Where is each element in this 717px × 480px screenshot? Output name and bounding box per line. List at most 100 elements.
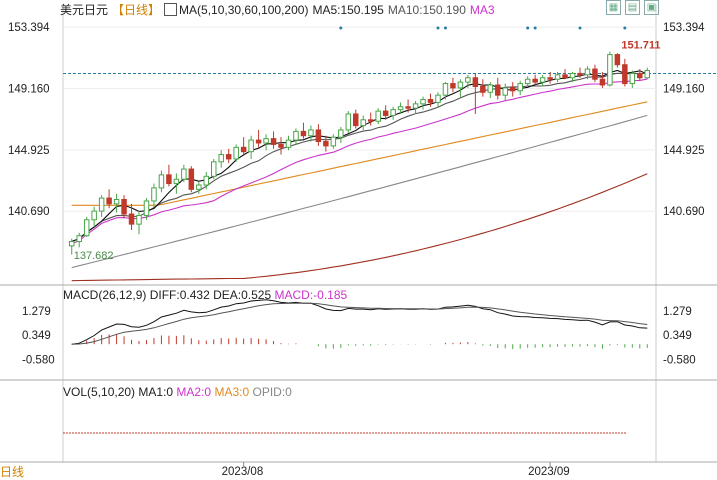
- macd-panel: [71, 299, 648, 350]
- candle-body: [472, 77, 479, 87]
- candle-body: [270, 138, 277, 145]
- toolbar-icons: ▦ ▤ ▣: [606, 0, 659, 15]
- macd-tick-left: -0.580: [22, 354, 55, 366]
- candle-body: [188, 168, 195, 190]
- candle-body: [457, 81, 464, 89]
- candle-body: [91, 210, 97, 221]
- candle-body: [420, 99, 426, 105]
- candle-body: [502, 87, 508, 96]
- ma200-line: [71, 173, 648, 282]
- macd-tick-right: 1.279: [663, 306, 692, 318]
- ma100-line: [71, 114, 648, 269]
- candle-body: [151, 187, 157, 202]
- macd-diff: DIFF:0.432: [149, 288, 210, 302]
- candle-body: [532, 78, 538, 83]
- macd-tick-right: 0.349: [663, 330, 692, 342]
- candle-body: [375, 110, 381, 122]
- macd-dea-line: [71, 302, 648, 345]
- macd-legend: MACD(26,12,9) DIFF:0.432 DEA:0.525 MACD:…: [63, 288, 347, 302]
- candle-body: [607, 54, 613, 86]
- expand-icon[interactable]: ▣: [644, 0, 659, 15]
- candle-body: [218, 154, 224, 163]
- event-marker: [436, 26, 440, 30]
- price-tick-left: 144.925: [8, 145, 50, 157]
- period-button[interactable]: 日线: [0, 465, 25, 479]
- macd-value: MACD:-0.185: [274, 288, 348, 302]
- candle-body: [143, 200, 150, 216]
- candle-body: [136, 214, 142, 225]
- candle-body: [405, 106, 411, 109]
- candle-body: [517, 83, 523, 92]
- ma3-label: MA3: [469, 2, 495, 17]
- ma60-line: [71, 101, 648, 206]
- candle-body: [330, 136, 337, 147]
- candle-body: [293, 130, 299, 141]
- candle-body: [113, 198, 120, 205]
- period-label[interactable]: 【日线】: [112, 3, 161, 17]
- axes: 153.394 153.394 149.160 149.160 144.925 144.9…: [8, 22, 705, 478]
- candle-body: [614, 54, 621, 66]
- price-tick-right: 153.394: [663, 22, 705, 34]
- candle-body: [427, 99, 434, 103]
- candle-body: [308, 129, 314, 137]
- event-marker: [339, 26, 343, 30]
- candle-body: [495, 84, 501, 96]
- event-marker: [623, 26, 627, 30]
- event-marker: [526, 26, 530, 30]
- candle-body: [225, 154, 232, 160]
- candle-body: [98, 197, 105, 212]
- symbol-label: 美元日元: [60, 3, 109, 17]
- price-panel: 151.711 137.682: [63, 26, 717, 282]
- ma5-line: [71, 69, 648, 243]
- event-marker: [578, 26, 582, 30]
- layout-icon[interactable]: ▤: [625, 0, 640, 15]
- candle-body: [584, 68, 591, 76]
- candle-body: [435, 94, 441, 103]
- candle-body: [569, 72, 576, 79]
- candle-body: [629, 72, 636, 85]
- candle-body: [487, 84, 494, 93]
- candle-body: [644, 70, 651, 79]
- candle-body: [353, 113, 359, 127]
- candle-body: [233, 146, 239, 160]
- price-tick-left: 140.690: [8, 206, 50, 218]
- macd-tick-left: 0.349: [22, 330, 51, 342]
- candle-body: [255, 139, 262, 144]
- event-marker: [533, 26, 537, 30]
- event-marker: [443, 26, 447, 30]
- candle-body: [450, 83, 456, 89]
- vol-ma2: MA2:0: [176, 385, 212, 399]
- low-annotation: 137.682: [74, 250, 114, 262]
- high-annotation: 151.711: [621, 40, 660, 52]
- candle-body: [592, 68, 598, 80]
- candle-body: [181, 168, 187, 180]
- ma5-value: MA5:150.195: [312, 2, 384, 17]
- ma-toggle-icon[interactable]: [164, 3, 178, 16]
- macd-tick-right: -0.580: [663, 354, 696, 366]
- macd-tick-left: 1.279: [22, 306, 51, 318]
- grid-lines: [0, 4, 717, 463]
- candle-body: [173, 178, 180, 185]
- candle-body: [539, 77, 546, 83]
- candle-body: [240, 146, 247, 153]
- vol-name: VOL(5,10,20): [63, 385, 136, 399]
- candle-body: [166, 174, 172, 185]
- ma10-value: MA10:150.190: [387, 2, 466, 17]
- candle-body: [285, 139, 292, 148]
- grid-settings-icon[interactable]: ▦: [606, 0, 621, 15]
- price-tick-left: 153.394: [8, 22, 50, 34]
- candle-body: [248, 139, 254, 153]
- macd-dea: DEA:0.525: [213, 288, 272, 302]
- candle-body: [106, 197, 112, 205]
- candle-body: [128, 213, 135, 225]
- candle-body: [367, 119, 374, 122]
- candle-body: [83, 219, 90, 237]
- candle-body: [158, 174, 165, 189]
- candle-body: [547, 77, 553, 80]
- price-tick-right: 140.690: [663, 206, 705, 218]
- candle-body: [397, 106, 404, 111]
- candle-body: [442, 83, 449, 96]
- candle-body: [524, 78, 531, 85]
- candle-body: [76, 235, 82, 243]
